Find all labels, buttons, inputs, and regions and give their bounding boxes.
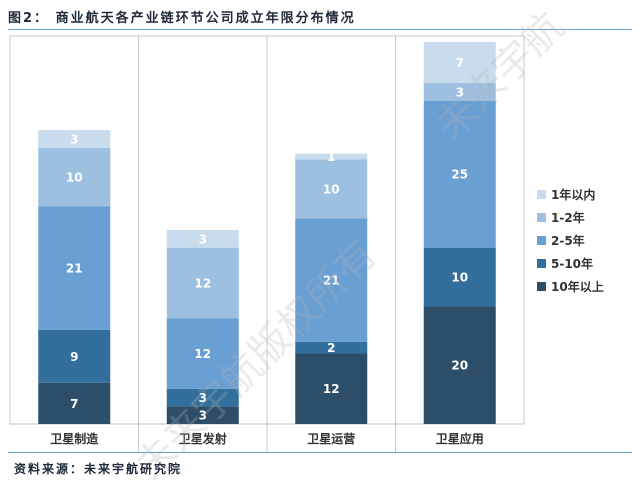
bar-segment xyxy=(166,388,239,407)
data-label: 10 xyxy=(66,171,83,185)
legend-swatch xyxy=(537,282,546,291)
data-label: 2 xyxy=(327,341,335,355)
bar-segment xyxy=(423,247,496,307)
legend-label: 5-10年 xyxy=(551,256,593,271)
data-label: 12 xyxy=(323,382,340,396)
bar-segment xyxy=(423,306,496,424)
bar-segment xyxy=(38,147,111,207)
source-rule xyxy=(8,452,632,453)
data-label: 10 xyxy=(451,271,468,285)
bar-segment xyxy=(166,318,239,389)
data-label: 7 xyxy=(456,56,464,70)
data-label: 3 xyxy=(70,132,78,146)
legend-label: 1-2年 xyxy=(551,210,585,225)
bar-segment xyxy=(295,153,368,160)
bar-segment xyxy=(166,230,239,248)
data-label: 10 xyxy=(323,182,340,196)
data-label: 20 xyxy=(451,359,468,373)
data-label: 1 xyxy=(327,150,335,164)
data-label: 25 xyxy=(451,168,468,182)
x-tick-label: 卫星应用 xyxy=(436,431,484,446)
legend-swatch xyxy=(537,213,546,222)
legend-label: 2-5年 xyxy=(551,233,585,248)
title-rule xyxy=(8,29,632,30)
data-label: 3 xyxy=(456,85,464,99)
bar-segment xyxy=(166,406,239,424)
bar-segment xyxy=(166,247,239,319)
bar-segment xyxy=(38,130,111,148)
bar-segment xyxy=(295,353,368,424)
legend-swatch xyxy=(537,259,546,268)
x-tick-label: 卫星制造 xyxy=(50,431,99,446)
data-label: 3 xyxy=(199,391,207,405)
bar-segment xyxy=(38,206,111,330)
bar-segment xyxy=(38,329,111,383)
chart-title: 图2： 商业航天各产业链环节公司成立年限分布情况 xyxy=(8,11,356,26)
x-tick-label: 卫星发射 xyxy=(179,431,227,446)
legend-swatch xyxy=(537,236,546,245)
source-note: 资料来源：未来宇航研究院 xyxy=(14,462,183,476)
legend-label: 1年以内 xyxy=(551,187,595,202)
data-label: 7 xyxy=(70,397,78,411)
legend-label: 10年以上 xyxy=(551,279,604,294)
bar-segment xyxy=(38,382,111,424)
data-label: 3 xyxy=(199,409,207,423)
data-label: 12 xyxy=(194,276,211,290)
data-label: 21 xyxy=(66,262,83,276)
bar-segment xyxy=(295,218,368,342)
bar-segment xyxy=(423,41,496,84)
data-label: 21 xyxy=(323,273,340,287)
bar-segment xyxy=(423,100,496,248)
bar-segment xyxy=(423,83,496,101)
data-label: 12 xyxy=(194,347,211,361)
bar-segment xyxy=(295,159,368,219)
data-label: 9 xyxy=(70,350,78,364)
legend-swatch xyxy=(537,190,546,199)
x-tick-label: 卫星运营 xyxy=(307,431,355,446)
data-label: 3 xyxy=(199,232,207,246)
bar-segment xyxy=(295,341,368,354)
